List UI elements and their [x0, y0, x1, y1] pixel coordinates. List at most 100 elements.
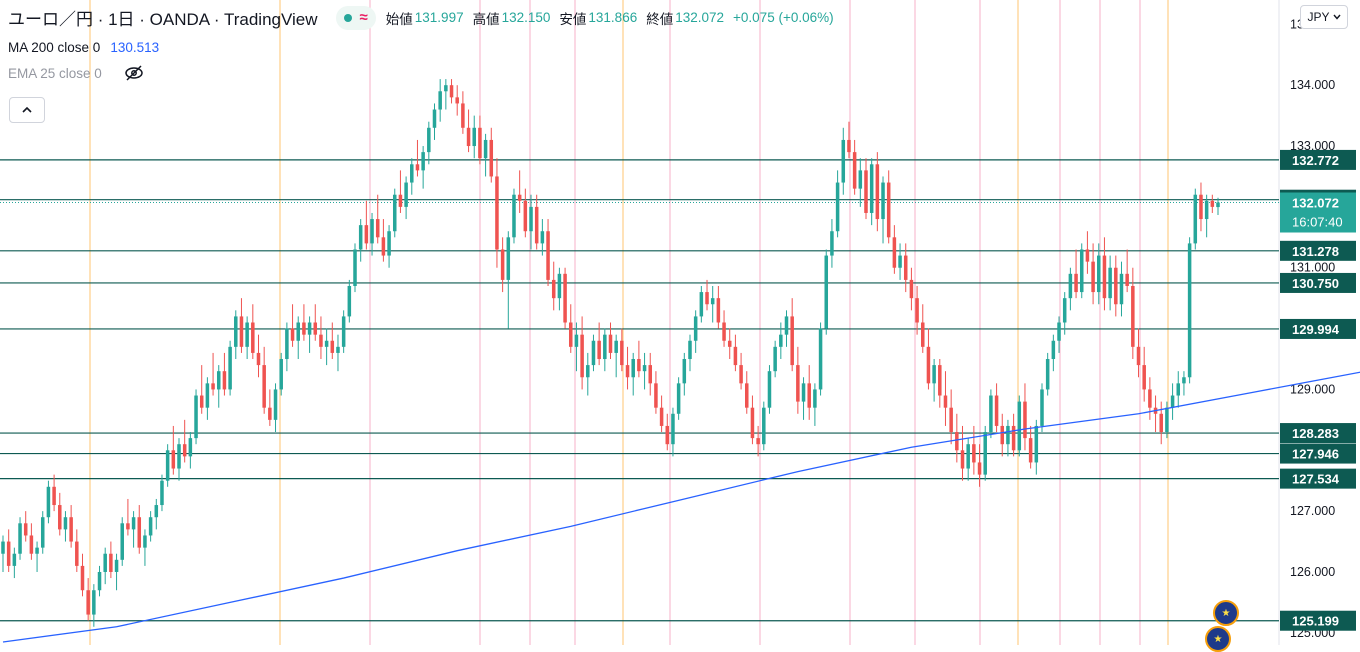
symbol-title[interactable]: ユーロ／円 · 1日 · OANDA · TradingView [8, 10, 318, 29]
candle-body [216, 371, 221, 390]
candle-body [148, 517, 153, 536]
candle-body [1097, 255, 1101, 293]
candle-body [6, 541, 11, 566]
candle-body [279, 359, 283, 390]
market-open-dot-icon [343, 13, 352, 22]
candle-body [847, 139, 851, 153]
candle-body [750, 407, 755, 439]
close-value: 132.072 [675, 10, 725, 25]
chevron-up-icon [22, 106, 32, 113]
candle-body [392, 194, 397, 232]
candle-body [1074, 273, 1078, 293]
level-label-bg [1280, 610, 1356, 631]
close-label: 終値 [646, 11, 674, 27]
candle-body [358, 225, 363, 250]
candle-body [608, 334, 613, 353]
collapse-legend-button[interactable] [9, 97, 45, 123]
open-label: 始値 [385, 11, 413, 27]
candle-body [506, 237, 511, 280]
candle-body [557, 273, 562, 299]
candle-body [245, 322, 249, 347]
level-label: 128.283 [1292, 426, 1339, 441]
candle-body [1017, 401, 1022, 451]
high-value: 132.150 [501, 10, 551, 25]
candle-body [586, 365, 590, 378]
candle-body [523, 200, 528, 232]
candle-body [347, 285, 352, 317]
current-price-tag [1280, 192, 1356, 233]
level-label: 132.772 [1292, 153, 1339, 168]
candle-body [563, 273, 567, 323]
candle-body [671, 413, 675, 445]
candle-body [801, 383, 806, 402]
level-label: 129.994 [1292, 322, 1340, 337]
candle-body [665, 425, 670, 445]
eu-event-icon[interactable]: ★ [1213, 600, 1239, 626]
level-label: 127.534 [1292, 472, 1340, 487]
candle-body [676, 383, 681, 414]
candle-body [40, 517, 45, 548]
candle-body [302, 322, 306, 335]
candle-body [228, 346, 232, 390]
ma200-line [2, 371, 1360, 643]
candle-body [154, 505, 159, 518]
candle-body [767, 371, 772, 408]
candle-body [631, 359, 635, 378]
candle-body [898, 255, 902, 268]
candle-body [199, 395, 204, 408]
candle-body [784, 316, 789, 335]
candle-body [160, 480, 164, 506]
candle-body [1108, 267, 1112, 299]
candle-body [75, 541, 79, 566]
candle-body [1045, 359, 1050, 390]
candle-body [517, 194, 522, 201]
candle-body [869, 164, 874, 213]
low-label: 安値 [559, 11, 587, 27]
candle-body [512, 194, 516, 238]
y-tick-label: 127.000 [1290, 504, 1335, 518]
candle-body [841, 139, 846, 183]
candle-body [921, 322, 925, 347]
candle-body [336, 346, 340, 353]
candle-body [131, 517, 136, 530]
candle-body [892, 237, 897, 268]
candle-body [211, 383, 215, 390]
candle-body [1165, 407, 1169, 433]
level-label-bg [1280, 423, 1356, 444]
candle-body [682, 359, 687, 384]
countdown-label: 16:07:40 [1292, 215, 1343, 230]
candle-body [955, 432, 959, 451]
candle-body [421, 152, 425, 171]
candle-body [773, 346, 777, 372]
candle-body [875, 164, 880, 220]
candle-body [818, 328, 823, 390]
ma200-legend[interactable]: MA 200 close 0 130.513 [8, 40, 843, 55]
candle-body [455, 97, 459, 104]
candle-body [438, 91, 442, 110]
candle-body [1091, 261, 1095, 293]
currency-selector[interactable]: JPY [1300, 5, 1348, 29]
low-value: 131.866 [588, 10, 638, 25]
candle-body [1028, 438, 1033, 463]
candle-body [591, 340, 596, 366]
candle-body [852, 152, 857, 189]
candle-body [745, 383, 749, 408]
ema25-legend[interactable]: EMA 25 close 0 [8, 65, 843, 81]
candle-body [63, 517, 68, 530]
candle-body [171, 450, 176, 469]
candle-body [642, 365, 647, 372]
candle-body [268, 407, 272, 420]
candle-body [977, 462, 982, 475]
candle-body [932, 365, 936, 384]
eye-hidden-icon[interactable] [124, 65, 144, 81]
candle-body [143, 535, 147, 548]
candle-body [35, 547, 39, 554]
candle-body [1085, 249, 1090, 262]
candle-body [790, 316, 794, 366]
eu-event-icon[interactable]: ★ [1205, 626, 1231, 652]
candle-body [534, 206, 539, 244]
candle-body [188, 438, 193, 457]
candle-body [1176, 383, 1181, 396]
market-status-pill[interactable]: ≈ [335, 5, 376, 30]
